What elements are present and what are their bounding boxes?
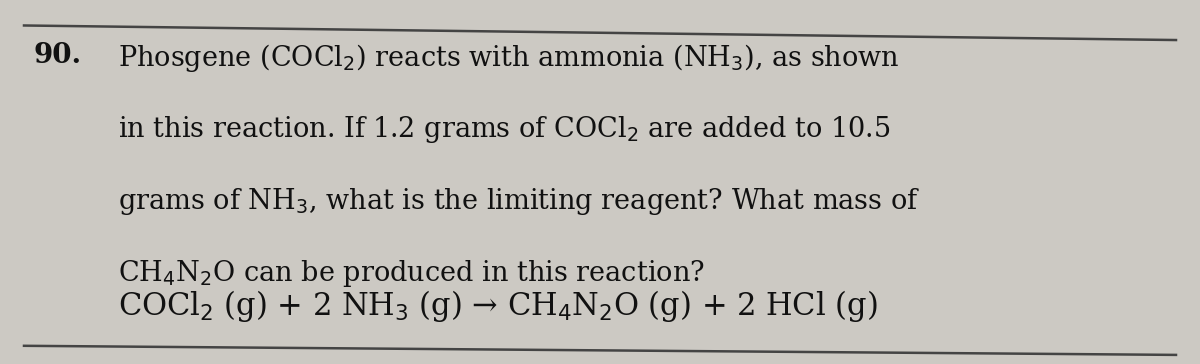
Text: Phosgene (COCl$_2$) reacts with ammonia (NH$_3$), as shown: Phosgene (COCl$_2$) reacts with ammonia … [118,42,899,74]
Text: in this reaction. If 1.2 grams of COCl$_2$ are added to 10.5: in this reaction. If 1.2 grams of COCl$_… [118,114,890,145]
Text: COCl$_2$ (g) + 2 NH$_3$ (g) → CH$_4$N$_2$O (g) + 2 HCl (g): COCl$_2$ (g) + 2 NH$_3$ (g) → CH$_4$N$_2… [118,288,877,324]
Text: 90.: 90. [34,42,82,69]
Text: grams of NH$_3$, what is the limiting reagent? What mass of: grams of NH$_3$, what is the limiting re… [118,186,920,217]
Text: CH$_4$N$_2$O can be produced in this reaction?: CH$_4$N$_2$O can be produced in this rea… [118,258,704,289]
